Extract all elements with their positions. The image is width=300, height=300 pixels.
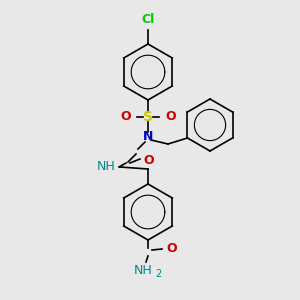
Text: S: S (143, 110, 153, 124)
Text: O: O (166, 242, 177, 256)
Text: 2: 2 (155, 269, 161, 279)
Text: NH: NH (134, 264, 152, 277)
Text: N: N (143, 130, 153, 143)
Text: O: O (120, 110, 131, 124)
Text: O: O (143, 154, 154, 166)
Text: NH: NH (96, 160, 115, 173)
Text: Cl: Cl (141, 13, 154, 26)
Text: O: O (165, 110, 175, 124)
